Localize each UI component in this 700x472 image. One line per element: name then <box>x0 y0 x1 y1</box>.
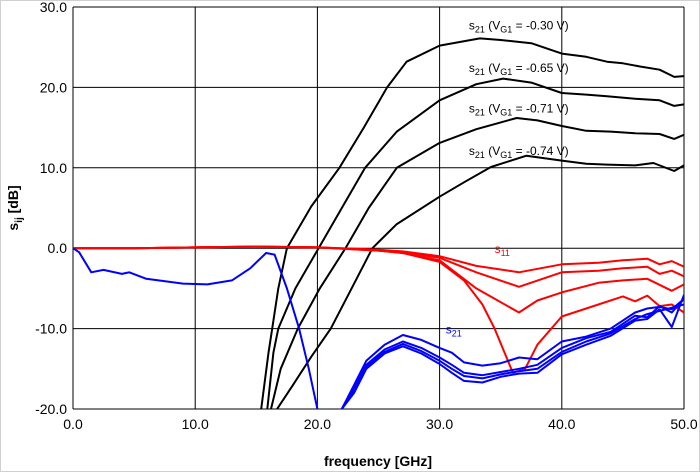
x-axis-label: frequency [GHz] <box>324 453 432 469</box>
annotation-label: s21 (VG1 = -0.71 V) <box>469 101 569 117</box>
series-line-2 <box>270 117 684 409</box>
grid <box>72 6 685 410</box>
x-tick-label: 20.0 <box>304 416 331 432</box>
series-line-9 <box>340 298 684 409</box>
series-group <box>73 37 684 409</box>
x-tick-label: 40.0 <box>548 416 575 432</box>
annotations: s21 (VG1 = -0.30 V) s21 (VG1 = -0.65 V) s2… <box>446 19 569 339</box>
series-line-3 <box>276 154 684 409</box>
series-line-11 <box>340 303 684 409</box>
series-line-12 <box>341 294 684 409</box>
annotation-label: s21 (VG1 = -0.74 V) <box>469 144 569 160</box>
y-tick-label: 20.0 <box>40 79 67 95</box>
annotation-label: s11 <box>495 242 510 258</box>
annotation-label: s21 (VG1 = -0.65 V) <box>469 61 569 77</box>
series-line-8 <box>73 247 319 409</box>
annotation-label: s21 <box>446 322 462 338</box>
x-tick-label: 30.0 <box>426 416 453 432</box>
y-tick-label: 10.0 <box>40 160 67 176</box>
x-tick-label: 10.0 <box>182 416 209 432</box>
y-tick-label: -20.0 <box>35 401 67 417</box>
tick-labels: 0.0 10.0 20.0 30.0 40.0 50.0 30.0 20.0 10.0 0.0 -1… <box>35 0 698 432</box>
y-tick-label: -10.0 <box>35 321 67 337</box>
series-line-7 <box>73 245 684 374</box>
annotation-label: s21 (VG1 = -0.30 V) <box>469 19 569 35</box>
x-tick-label: 0.0 <box>63 416 83 432</box>
y-axis-label: sij [dB] <box>5 185 25 230</box>
series-line-0 <box>260 37 684 409</box>
x-tick-label: 50.0 <box>670 416 697 432</box>
y-tick-label: 30.0 <box>40 0 67 15</box>
series-line-1 <box>266 77 684 409</box>
y-tick-label: 0.0 <box>48 240 68 256</box>
